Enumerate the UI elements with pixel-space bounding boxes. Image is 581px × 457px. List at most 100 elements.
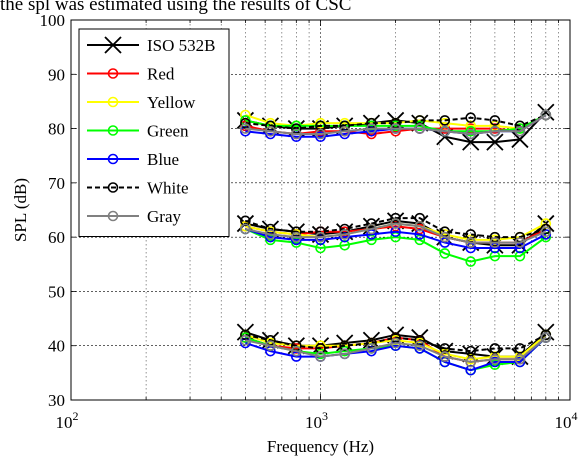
data-point-gray — [315, 128, 326, 140]
data-point-gray — [366, 343, 377, 354]
data-point-iso-532b — [511, 130, 529, 149]
data-point-iso-532b — [537, 214, 555, 233]
data-series — [236, 103, 555, 376]
series-line-gray — [245, 336, 547, 364]
legend-marker-iso-532b — [104, 36, 122, 54]
data-point-white — [465, 112, 477, 124]
data-point-gray — [240, 334, 251, 346]
data-point-white — [240, 117, 251, 129]
legend-marker-yellow — [107, 96, 119, 108]
data-point-green — [315, 242, 326, 254]
data-point-gray — [366, 223, 377, 235]
data-point-gray — [465, 128, 477, 140]
data-point-white — [439, 115, 451, 126]
data-point-gray — [315, 351, 326, 362]
axis-ticks — [70, 19, 570, 401]
data-point-gray — [414, 220, 426, 232]
data-point-gray — [439, 351, 451, 362]
data-point-gray — [339, 125, 350, 137]
legend-label-white: White — [147, 179, 189, 198]
series-gray — [240, 109, 552, 368]
legend-marker-white — [107, 182, 119, 193]
y-tick-label: 40 — [48, 337, 65, 356]
x-tick-label: 102 — [56, 409, 79, 432]
y-tick-label: 100 — [40, 11, 66, 30]
x-tick-label: 104 — [555, 409, 578, 432]
series-line-white — [245, 333, 547, 353]
data-point-gray — [540, 226, 552, 238]
data-point-gray — [414, 340, 426, 352]
legend-box — [78, 28, 230, 237]
data-point-gray — [514, 237, 526, 248]
series-line-gray — [245, 114, 547, 136]
series-line-white — [245, 217, 547, 239]
data-point-gray — [540, 332, 552, 343]
legend-label-yellow: Yellow — [147, 93, 196, 112]
data-point-gray — [439, 231, 451, 243]
data-point-iso-532b — [336, 334, 354, 352]
y-tick-label: 50 — [48, 282, 65, 301]
data-point-green — [489, 250, 501, 262]
data-point-gray — [339, 348, 350, 360]
data-point-white — [465, 345, 477, 357]
legend: ISO 532B Red Yellow Green Blue White Gray — [78, 28, 230, 237]
data-point-white — [315, 343, 326, 354]
data-point-iso-532b — [462, 133, 480, 151]
data-point-gray — [366, 123, 377, 134]
series-iso-532b — [236, 103, 555, 366]
data-point-blue — [465, 364, 477, 376]
data-point-yellow — [240, 109, 251, 121]
x-axis-title: Frequency (Hz) — [267, 437, 374, 456]
legend-marker-green — [107, 125, 119, 136]
data-point-gray — [514, 125, 526, 137]
data-point-white — [489, 115, 501, 126]
y-tick-label: 70 — [48, 174, 65, 193]
data-point-white — [240, 329, 251, 341]
y-tick-label: 30 — [48, 391, 65, 410]
legend-label-iso-532b: ISO 532B — [147, 36, 215, 55]
data-point-iso-532b — [236, 214, 255, 233]
data-point-iso-532b — [362, 217, 381, 235]
data-point-white — [439, 343, 451, 354]
data-point-gray — [339, 229, 350, 240]
data-point-green — [439, 248, 451, 259]
data-point-gray — [465, 237, 477, 248]
y-tick-label: 90 — [48, 65, 65, 84]
legend-label-gray: Gray — [147, 207, 181, 226]
data-point-gray — [489, 237, 501, 248]
x-tick-label: 103 — [305, 409, 328, 432]
data-point-gray — [390, 218, 401, 229]
series-line-blue — [245, 228, 547, 249]
data-point-yellow — [540, 218, 552, 229]
data-point-gray — [240, 123, 251, 134]
legend-label-red: Red — [147, 65, 175, 84]
data-point-iso-532b — [362, 331, 381, 349]
series-line-white — [245, 114, 547, 130]
data-point-green — [465, 256, 477, 267]
data-point-gray — [465, 356, 477, 368]
data-point-white — [514, 343, 526, 354]
data-point-gray — [291, 345, 302, 357]
data-point-gray — [489, 125, 501, 137]
data-point-white — [414, 115, 426, 126]
data-point-green — [339, 239, 350, 251]
series-line-blue — [245, 336, 547, 372]
data-point-iso-532b — [537, 323, 555, 341]
data-point-gray — [291, 231, 302, 243]
data-point-white — [240, 215, 251, 227]
data-point-gray — [315, 231, 326, 243]
data-point-gray — [514, 353, 526, 365]
data-point-white — [465, 229, 477, 240]
legend-label-blue: Blue — [147, 150, 179, 169]
data-point-gray — [265, 229, 276, 240]
data-point-green — [514, 250, 526, 262]
data-point-gray — [439, 125, 451, 137]
data-point-blue — [414, 229, 426, 240]
legend-marker-gray — [107, 210, 119, 222]
data-point-iso-532b — [486, 133, 504, 151]
series-line-green — [244, 228, 547, 263]
data-point-gray — [265, 340, 276, 352]
data-point-gray — [291, 128, 302, 140]
series-line-gray — [245, 222, 547, 244]
